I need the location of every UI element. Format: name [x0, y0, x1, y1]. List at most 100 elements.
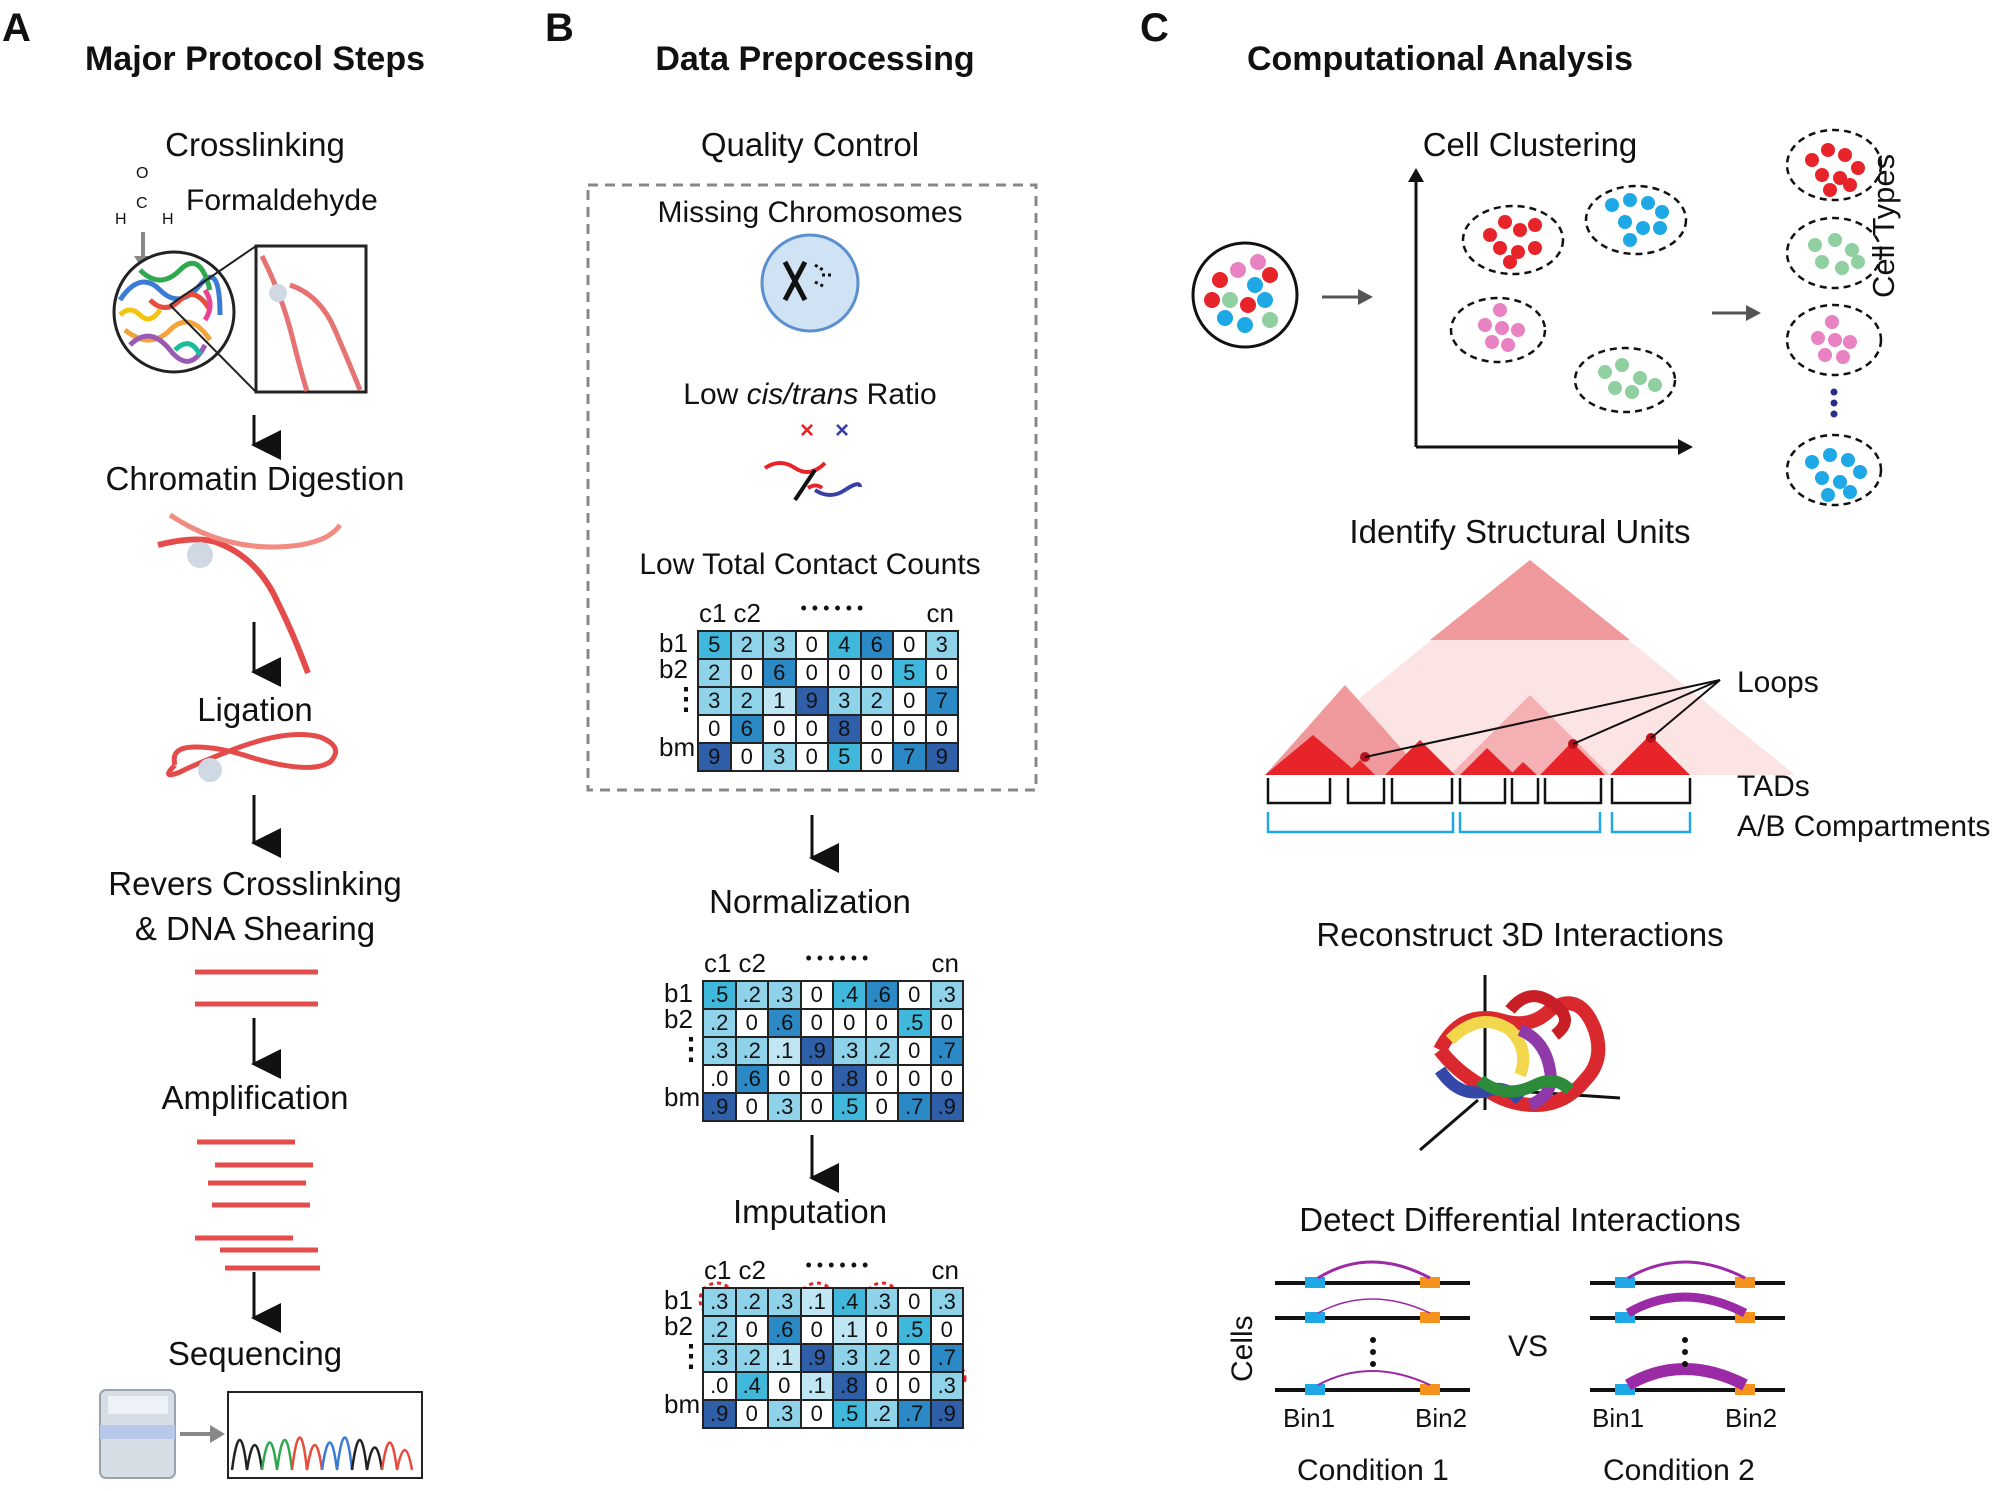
matrix-cell: .5	[897, 1315, 932, 1345]
matrix-col-label: c2	[738, 948, 766, 978]
cell-clustering-label: Cell Clustering	[1422, 126, 1638, 163]
sequencer-arrow-head	[210, 1425, 225, 1443]
matrix-cell: 3	[924, 630, 959, 660]
qc-title: Quality Control	[700, 126, 920, 163]
matrix-cell: 0	[897, 980, 932, 1010]
matrix-cell: .3	[702, 1036, 737, 1066]
matrix-col-label: • • • • • •	[805, 1255, 869, 1275]
missing-chromosomes-label: Missing Chromosomes	[657, 196, 963, 229]
matrix-cell: .2	[702, 1315, 737, 1345]
loop-pointers	[1364, 679, 1721, 758]
matrix-cell: 0	[929, 1008, 964, 1038]
matrix-cell: 2	[729, 686, 764, 716]
matrix-col-label: c2	[733, 598, 761, 628]
cis-strand	[763, 461, 827, 474]
matrix-cell: 6	[762, 658, 797, 688]
panel-b-title: Data Preprocessing	[655, 40, 975, 78]
matrix-col-label: c2	[738, 1255, 766, 1285]
cis-trans-pre: Low	[683, 378, 747, 411]
matrix-cell: 0	[799, 1064, 834, 1094]
imputation-label: Imputation	[732, 1193, 888, 1230]
diff-condition-1	[1275, 1260, 1470, 1395]
matrix-cell: .0	[702, 1371, 737, 1401]
matrix-cell: 2	[697, 658, 732, 688]
chromatogram-box	[227, 1391, 423, 1479]
matrix-cell: .9	[929, 1399, 964, 1429]
matrix-cell: .1	[832, 1315, 867, 1345]
step-chromatin-digestion: Chromatin Digestion	[105, 460, 405, 497]
step-dna-shearing: & DNA Shearing	[134, 910, 376, 947]
panel-b-letter: B	[545, 6, 574, 50]
matrix-cell: .2	[734, 980, 769, 1010]
matrix-cell: 0	[734, 1092, 769, 1122]
clustering-arrow-out-head	[1746, 305, 1761, 321]
matrix-cell: .2	[864, 1036, 899, 1066]
compartment-brackets	[1266, 812, 1692, 834]
matrix-row-label: ⋮	[671, 683, 701, 716]
matrix-cell: 0	[864, 1008, 899, 1038]
matrix-cell: .1	[767, 1036, 802, 1066]
matrix-cell: 8	[827, 714, 862, 744]
matrix-cell: 0	[767, 1371, 802, 1401]
panel-c-title: Computational Analysis	[1246, 40, 1634, 78]
matrix-cell: 0	[864, 1064, 899, 1094]
matrix-row-label: b1	[664, 978, 693, 1008]
matrix-row-label: ⋮	[676, 1033, 706, 1066]
matrix-cell: .3	[832, 1036, 867, 1066]
contact-counts-label: Low Total Contact Counts	[639, 548, 981, 581]
matrix-cell: .3	[929, 1371, 964, 1401]
panel-a-letter: A	[2, 6, 31, 50]
matrix-table: .5.2.3 0.4.6 0.3.2 0.6 0 0 0.5 0.3.2.1.9.3.2 0.7…	[702, 980, 964, 1122]
formula-c: C	[136, 195, 148, 212]
cis-trans-post: Ratio	[858, 378, 937, 411]
matrix-cell: 0	[832, 1008, 867, 1038]
matrix-col-label: cn	[931, 1255, 959, 1285]
matrix-cell: .2	[734, 1287, 769, 1317]
tad-brackets	[1266, 778, 1692, 805]
matrix-col-label: cn	[931, 948, 959, 978]
matrix-cell: .3	[832, 1343, 867, 1373]
matrix-cell: .3	[767, 1399, 802, 1429]
step-ligation: Ligation	[197, 691, 313, 728]
zoom-protein	[269, 284, 287, 302]
matrix-row-label: ⋮	[676, 1340, 706, 1373]
matrix-cell: .0	[702, 1064, 737, 1094]
matrix-cell: .2	[734, 1343, 769, 1373]
matrix-cell: 0	[892, 686, 927, 716]
matrix-row-label: b2	[664, 1311, 693, 1341]
panel-a-graphics	[99, 232, 423, 1479]
matrix-cell: 0	[897, 1287, 932, 1317]
cells-axis-label: Cells	[1226, 1315, 1259, 1382]
matrix-cell: .9	[702, 1399, 737, 1429]
matrix-cell: .6	[864, 980, 899, 1010]
matrix-cell: .3	[767, 1092, 802, 1122]
amplified-fragments	[195, 1139, 320, 1271]
reconstruct-label: Reconstruct 3D Interactions	[1316, 916, 1724, 953]
cis-trans-slash	[793, 468, 817, 502]
diff-condition-2	[1590, 1260, 1785, 1395]
matrix-cell: .1	[799, 1287, 834, 1317]
matrix-cell: 0	[897, 1371, 932, 1401]
matrix-cell: .5	[832, 1399, 867, 1429]
matrix-cell: 2	[729, 630, 764, 660]
chromosome-x	[782, 260, 808, 302]
step-sequencing: Sequencing	[167, 1335, 343, 1372]
matrix-cell: .9	[702, 1092, 737, 1122]
matrix-cell: 3	[762, 630, 797, 660]
chromatogram-traces	[230, 1436, 414, 1471]
matrix-cell: 0	[794, 714, 829, 744]
panel-b-graphics: × ×	[586, 183, 1038, 1423]
matrix-cell: 0	[924, 658, 959, 688]
cis-trans-italic: cis/trans	[746, 378, 859, 411]
matrix-cell: 9	[697, 742, 732, 772]
cluster-blue	[1584, 184, 1688, 256]
matrix-cell: .1	[767, 1343, 802, 1373]
matrix-cell: 0	[897, 1036, 932, 1066]
matrix-cell: .8	[832, 1371, 867, 1401]
matrix-cell: .9	[929, 1092, 964, 1122]
matrix-cell: .4	[734, 1371, 769, 1401]
matrix-cell: .7	[929, 1343, 964, 1373]
cis-trans-label: Low cis/trans Ratio	[620, 380, 1000, 410]
bin2-label-cond1: Bin2	[1415, 1403, 1468, 1433]
